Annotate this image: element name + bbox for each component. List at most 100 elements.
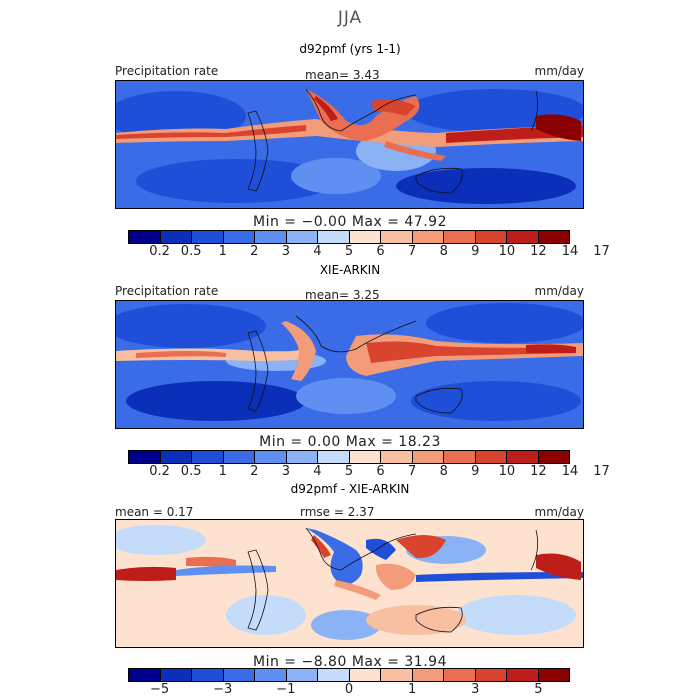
colorbar-tick-label: 3 <box>471 682 480 697</box>
colorbar-tick-label: 1 <box>218 244 227 259</box>
colorbar-tick-label: 12 <box>530 464 547 479</box>
colorbar-box <box>255 669 287 681</box>
colorbar-tick-label: 3 <box>281 244 290 259</box>
colorbar-tick-label: 0 <box>344 682 354 697</box>
colorbar-tick-label: 6 <box>376 464 385 479</box>
colorbar-box <box>412 451 444 463</box>
colorbar-tick-label: 3 <box>281 464 290 479</box>
colorbar-tick-label: 2 <box>250 244 259 259</box>
colorbar-tick-label: 17 <box>593 464 610 479</box>
panel3-minmax: Min = −8.80 Max = 31.94 <box>253 654 447 670</box>
colorbar-tick-label: 7 <box>408 244 417 259</box>
panel2-colorbar-ticks: 0.2 0.5 1 2 3 4 5 6 7 8 9 10 12 14 17 <box>128 464 610 480</box>
colorbar-box <box>192 451 224 463</box>
colorbar-tick-label: −3 <box>213 682 233 697</box>
panel1-precip-map <box>115 80 584 209</box>
colorbar-tick-label: −5 <box>149 682 170 697</box>
panel1-colorbar-ticks: 0.2 0.5 1 2 3 4 5 6 7 8 9 10 12 14 17 <box>128 244 610 260</box>
colorbar-tick-label: 0.5 <box>180 464 202 479</box>
panel1-title: d92pmf (yrs 1-1) <box>299 42 401 56</box>
colorbar-tick-label: 0.2 <box>149 244 170 259</box>
panel3-difference-map <box>115 519 584 648</box>
colorbar-tick-label: 2 <box>250 464 259 479</box>
colorbar-tick-label: 9 <box>471 244 480 259</box>
panel2-precip-map <box>115 300 584 429</box>
panel2-title: XIE-ARKIN <box>319 263 381 277</box>
panel1-unit-label: mm/day <box>534 64 585 78</box>
colorbar-tick-label: 12 <box>530 244 547 259</box>
colorbar-tick-label: 14 <box>561 464 579 479</box>
colorbar-box <box>192 669 224 681</box>
colorbar-tick-label: 14 <box>561 244 579 259</box>
panel1-variable-label: Precipitation rate <box>115 64 219 78</box>
colorbar-tick-label: 5 <box>534 682 543 697</box>
panel3-mean-label: mean = 0.17 <box>115 505 194 519</box>
colorbar-box <box>318 669 350 681</box>
colorbar-box <box>444 669 476 681</box>
colorbar-box <box>129 669 161 681</box>
colorbar-box <box>381 231 413 243</box>
colorbar-tick-label: −1 <box>276 682 296 697</box>
season-title: JJA <box>337 8 363 28</box>
colorbar-box <box>192 231 224 243</box>
colorbar-box <box>538 451 569 463</box>
colorbar-tick-label: 1 <box>218 464 227 479</box>
colorbar-box <box>255 451 287 463</box>
colorbar-tick-label: 1 <box>408 682 417 697</box>
panel3-title: d92pmf - XIE-ARKIN <box>290 482 410 496</box>
colorbar-tick-label: 9 <box>471 464 480 479</box>
colorbar-tick-label: 0.2 <box>149 464 170 479</box>
colorbar-tick-label: 0.5 <box>180 244 202 259</box>
colorbar-box <box>223 451 255 463</box>
colorbar-box <box>286 451 318 463</box>
panel2-mean-label: mean= 3.25 <box>305 288 380 302</box>
colorbar-tick-label: 8 <box>439 244 448 259</box>
panel2-minmax: Min = 0.00 Max = 18.23 <box>259 434 441 450</box>
colorbar-box <box>475 669 507 681</box>
colorbar-box <box>318 451 350 463</box>
colorbar-box <box>318 231 350 243</box>
panel3-colorbar <box>128 668 570 682</box>
colorbar-tick-label: 6 <box>376 244 385 259</box>
panel3-rmse-label: rmse = 2.37 <box>300 505 375 519</box>
colorbar-box <box>475 231 507 243</box>
colorbar-box <box>444 231 476 243</box>
panel3-unit-label: mm/day <box>534 505 585 519</box>
colorbar-box <box>129 231 161 243</box>
panel2-variable-label: Precipitation rate <box>115 284 219 298</box>
colorbar-tick-label: 5 <box>344 244 354 259</box>
colorbar-box <box>412 231 444 243</box>
colorbar-box <box>286 231 318 243</box>
colorbar-box <box>255 231 287 243</box>
panel2-unit-label: mm/day <box>534 284 585 298</box>
colorbar-box <box>412 669 444 681</box>
panel2-colorbar <box>128 450 570 464</box>
colorbar-box <box>160 231 192 243</box>
colorbar-tick-label: 4 <box>313 244 322 259</box>
colorbar-box <box>507 231 539 243</box>
panel1-mean-label: mean= 3.43 <box>305 68 380 82</box>
colorbar-box <box>538 669 569 681</box>
colorbar-box <box>349 451 381 463</box>
panel1-colorbar <box>128 230 570 244</box>
colorbar-box <box>129 451 161 463</box>
colorbar-box <box>286 669 318 681</box>
colorbar-box <box>507 669 539 681</box>
colorbar-box <box>538 231 569 243</box>
colorbar-box <box>160 451 192 463</box>
colorbar-tick-label: 17 <box>593 244 610 259</box>
colorbar-box <box>349 669 381 681</box>
panel1-minmax: Min = −0.00 Max = 47.92 <box>253 214 447 230</box>
colorbar-tick-label: 10 <box>498 244 516 259</box>
colorbar-box <box>507 451 539 463</box>
panel3-colorbar-ticks: −5 −3 −1 0 1 3 5 <box>128 682 570 698</box>
colorbar-box <box>381 451 413 463</box>
colorbar-box <box>381 669 413 681</box>
colorbar-box <box>349 231 381 243</box>
colorbar-box <box>444 451 476 463</box>
colorbar-box <box>475 451 507 463</box>
colorbar-tick-label: 10 <box>498 464 516 479</box>
colorbar-box <box>223 231 255 243</box>
colorbar-box <box>223 669 255 681</box>
colorbar-tick-label: 8 <box>439 464 448 479</box>
